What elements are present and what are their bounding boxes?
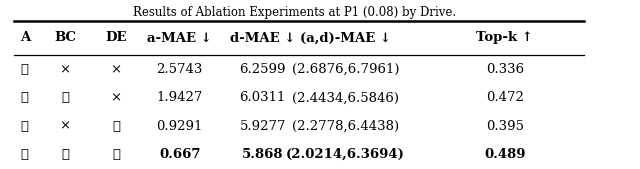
Text: ✓: ✓	[20, 91, 29, 104]
Text: Top-k ↑: Top-k ↑	[476, 31, 533, 44]
Text: 6.0311: 6.0311	[239, 91, 286, 104]
Text: 0.489: 0.489	[484, 148, 525, 161]
Text: 0.395: 0.395	[486, 119, 524, 132]
Text: Results of Ablation Experiments at P1 (0.08) by Drive.: Results of Ablation Experiments at P1 (0…	[133, 6, 456, 19]
Text: ×: ×	[60, 119, 70, 132]
Text: 0.472: 0.472	[486, 91, 524, 104]
Text: 5.868: 5.868	[242, 148, 284, 161]
Text: ✓: ✓	[20, 148, 29, 161]
Text: 0.336: 0.336	[486, 63, 524, 76]
Text: a-MAE ↓: a-MAE ↓	[147, 31, 212, 44]
Text: 2.5743: 2.5743	[157, 63, 203, 76]
Text: ✓: ✓	[20, 119, 29, 132]
Text: BC: BC	[54, 31, 76, 44]
Text: ✓: ✓	[61, 148, 69, 161]
Text: (2.2778,6.4438): (2.2778,6.4438)	[292, 119, 399, 132]
Text: (2.4434,6.5846): (2.4434,6.5846)	[292, 91, 399, 104]
Text: 0.9291: 0.9291	[157, 119, 203, 132]
Text: (a,d)-MAE ↓: (a,d)-MAE ↓	[300, 31, 391, 44]
Text: d-MAE ↓: d-MAE ↓	[230, 31, 295, 44]
Text: 6.2599: 6.2599	[239, 63, 286, 76]
Text: ×: ×	[60, 63, 70, 76]
Text: DE: DE	[106, 31, 127, 44]
Text: ✓: ✓	[112, 119, 120, 132]
Text: ✓: ✓	[20, 63, 29, 76]
Text: ×: ×	[111, 63, 122, 76]
Text: ×: ×	[111, 91, 122, 104]
Text: ✓: ✓	[112, 148, 120, 161]
Text: ✓: ✓	[61, 91, 69, 104]
Text: (2.6876,6.7961): (2.6876,6.7961)	[292, 63, 399, 76]
Text: 5.9277: 5.9277	[239, 119, 286, 132]
Text: A: A	[20, 31, 31, 44]
Text: 1.9427: 1.9427	[157, 91, 203, 104]
Text: (2.0214,6.3694): (2.0214,6.3694)	[286, 148, 405, 161]
Text: 0.667: 0.667	[159, 148, 200, 161]
